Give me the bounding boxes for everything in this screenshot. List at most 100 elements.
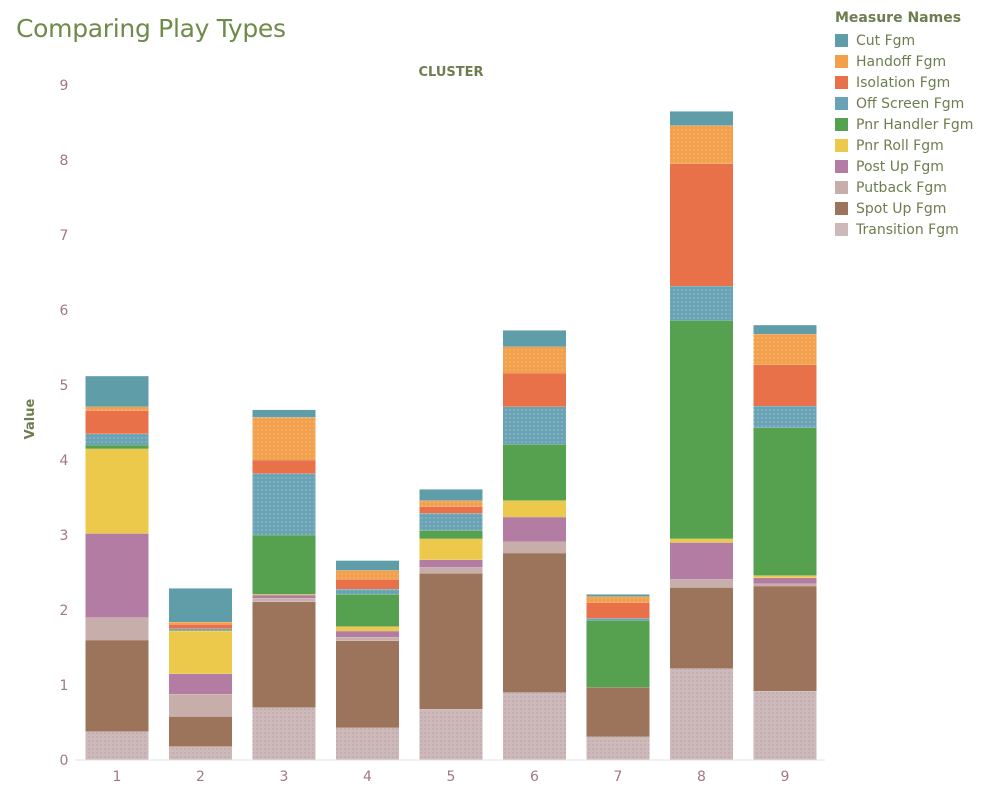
bar-texture-transition-fgm-cluster-9 — [753, 691, 817, 760]
bar-texture-handoff-fgm-cluster-2 — [169, 622, 232, 625]
x-tick-label: 3 — [280, 769, 289, 785]
bar-segment-putback-fgm-cluster-6[interactable] — [503, 541, 566, 553]
x-tick-label: 7 — [614, 769, 623, 785]
bar-segment-cut-fgm-cluster-8[interactable] — [670, 111, 733, 126]
y-tick-label: 0 — [60, 753, 69, 769]
bar-segment-isolation-fgm-cluster-1[interactable] — [85, 410, 149, 434]
bar-segment-isolation-fgm-cluster-4[interactable] — [336, 579, 399, 589]
bar-segment-pnr-roll-fgm-cluster-2[interactable] — [169, 631, 232, 674]
bar-texture-off-screen-fgm-cluster-2 — [169, 628, 232, 631]
y-axis-label: Value — [23, 398, 38, 439]
bar-segment-spot-up-fgm-cluster-5[interactable] — [419, 573, 483, 709]
bar-segment-cut-fgm-cluster-1[interactable] — [85, 376, 149, 407]
legend-item-post-up-fgm[interactable]: Post Up Fgm — [835, 156, 973, 177]
bar-segment-pnr-handler-fgm-cluster-5[interactable] — [419, 530, 483, 539]
bar-segment-spot-up-fgm-cluster-2[interactable] — [169, 716, 232, 747]
bar-segment-pnr-roll-fgm-cluster-9[interactable] — [753, 575, 817, 578]
bar-segment-cut-fgm-cluster-9[interactable] — [753, 325, 817, 334]
bar-segment-post-up-fgm-cluster-9[interactable] — [753, 577, 817, 584]
legend-swatch — [835, 223, 848, 236]
bar-segment-post-up-fgm-cluster-2[interactable] — [169, 673, 232, 694]
bar-segment-pnr-roll-fgm-cluster-8[interactable] — [670, 538, 733, 543]
legend-swatch — [835, 118, 848, 131]
bar-segment-putback-fgm-cluster-8[interactable] — [670, 579, 733, 588]
bar-texture-off-screen-fgm-cluster-9 — [753, 406, 817, 428]
bar-segment-putback-fgm-cluster-4[interactable] — [336, 637, 399, 641]
legend-swatch — [835, 202, 848, 215]
bar-segment-isolation-fgm-cluster-7[interactable] — [586, 602, 650, 619]
bar-segment-spot-up-fgm-cluster-6[interactable] — [503, 553, 566, 693]
bar-segment-pnr-handler-fgm-cluster-4[interactable] — [336, 594, 399, 627]
bar-texture-off-screen-fgm-cluster-7 — [586, 618, 650, 621]
bar-segment-putback-fgm-cluster-1[interactable] — [85, 617, 149, 641]
bar-segment-pnr-roll-fgm-cluster-3[interactable] — [252, 594, 316, 595]
legend-item-pnr-handler-fgm[interactable]: Pnr Handler Fgm — [835, 114, 973, 135]
bar-segment-spot-up-fgm-cluster-4[interactable] — [336, 640, 399, 728]
bar-segment-putback-fgm-cluster-3[interactable] — [252, 598, 316, 602]
bar-segment-isolation-fgm-cluster-5[interactable] — [419, 506, 483, 514]
bar-segment-cut-fgm-cluster-7[interactable] — [586, 594, 650, 597]
bar-segment-pnr-handler-fgm-cluster-9[interactable] — [753, 427, 817, 576]
bar-segment-isolation-fgm-cluster-2[interactable] — [169, 624, 232, 629]
bar-texture-transition-fgm-cluster-3 — [252, 707, 316, 760]
bar-segment-pnr-handler-fgm-cluster-2[interactable] — [169, 630, 232, 631]
bar-texture-off-screen-fgm-cluster-6 — [503, 406, 566, 445]
bar-segment-putback-fgm-cluster-9[interactable] — [753, 583, 817, 586]
bar-segment-pnr-roll-fgm-cluster-1[interactable] — [85, 448, 149, 534]
bar-segment-pnr-handler-fgm-cluster-3[interactable] — [252, 535, 316, 595]
bar-segment-post-up-fgm-cluster-6[interactable] — [503, 517, 566, 542]
bar-segment-spot-up-fgm-cluster-1[interactable] — [85, 640, 149, 732]
legend-item-cut-fgm[interactable]: Cut Fgm — [835, 30, 973, 51]
bar-segment-pnr-roll-fgm-cluster-4[interactable] — [336, 626, 399, 632]
bar-segment-spot-up-fgm-cluster-7[interactable] — [586, 687, 650, 737]
y-tick-label: 2 — [60, 603, 69, 619]
bar-segment-post-up-fgm-cluster-3[interactable] — [252, 595, 316, 598]
legend-item-transition-fgm[interactable]: Transition Fgm — [835, 219, 973, 240]
legend-title: Measure Names — [835, 10, 962, 26]
legend-label: Cut Fgm — [856, 32, 916, 49]
bar-segment-post-up-fgm-cluster-1[interactable] — [85, 533, 149, 618]
x-axis-ticks: 1 2 3 4 5 6 7 8 9 — [113, 769, 790, 785]
bar-segment-spot-up-fgm-cluster-8[interactable] — [670, 587, 733, 669]
legend-item-spot-up-fgm[interactable]: Spot Up Fgm — [835, 198, 973, 219]
bar-segment-pnr-roll-fgm-cluster-6[interactable] — [503, 500, 566, 518]
bar-segment-pnr-handler-fgm-cluster-8[interactable] — [670, 320, 733, 539]
legend-swatch — [835, 181, 848, 194]
bar-segment-pnr-handler-fgm-cluster-7[interactable] — [586, 620, 650, 688]
bar-segment-cut-fgm-cluster-4[interactable] — [336, 560, 399, 571]
legend-item-isolation-fgm[interactable]: Isolation Fgm — [835, 72, 973, 93]
bar-segment-post-up-fgm-cluster-8[interactable] — [670, 542, 733, 580]
bar-segment-cut-fgm-cluster-2[interactable] — [169, 588, 232, 622]
bar-segment-isolation-fgm-cluster-8[interactable] — [670, 163, 733, 286]
bar-segment-isolation-fgm-cluster-9[interactable] — [753, 364, 817, 406]
column-header: CLUSTER — [418, 65, 483, 80]
bar-segment-pnr-handler-fgm-cluster-6[interactable] — [503, 444, 566, 501]
y-tick-label: 3 — [60, 528, 69, 544]
bar-segment-spot-up-fgm-cluster-3[interactable] — [252, 601, 316, 708]
legend-label: Putback Fgm — [856, 179, 947, 196]
legend-item-off-screen-fgm[interactable]: Off Screen Fgm — [835, 93, 973, 114]
bar-segment-cut-fgm-cluster-3[interactable] — [252, 409, 316, 418]
bar-segment-putback-fgm-cluster-2[interactable] — [169, 694, 232, 717]
bar-segment-cut-fgm-cluster-5[interactable] — [419, 489, 483, 501]
bar-texture-transition-fgm-cluster-4 — [336, 727, 399, 760]
y-tick-label: 4 — [60, 453, 69, 469]
bar-segment-post-up-fgm-cluster-4[interactable] — [336, 631, 399, 637]
legend-item-pnr-roll-fgm[interactable]: Pnr Roll Fgm — [835, 135, 973, 156]
legend-item-handoff-fgm[interactable]: Handoff Fgm — [835, 51, 973, 72]
bar-segment-spot-up-fgm-cluster-9[interactable] — [753, 586, 817, 691]
bar-segment-isolation-fgm-cluster-6[interactable] — [503, 373, 566, 407]
legend-item-putback-fgm[interactable]: Putback Fgm — [835, 177, 973, 198]
bar-segment-cut-fgm-cluster-6[interactable] — [503, 330, 566, 347]
bar-segment-post-up-fgm-cluster-5[interactable] — [419, 559, 483, 568]
bar-texture-transition-fgm-cluster-7 — [586, 736, 650, 760]
bars — [85, 110, 817, 760]
legend-label: Pnr Roll Fgm — [856, 137, 944, 154]
bar-segment-pnr-handler-fgm-cluster-1[interactable] — [85, 445, 149, 449]
bar-texture-off-screen-fgm-cluster-1 — [85, 433, 149, 445]
legend-label: Isolation Fgm — [856, 74, 951, 91]
y-tick-label: 9 — [60, 78, 69, 94]
bar-segment-isolation-fgm-cluster-3[interactable] — [252, 460, 316, 474]
bar-segment-pnr-roll-fgm-cluster-5[interactable] — [419, 538, 483, 560]
bar-segment-putback-fgm-cluster-5[interactable] — [419, 567, 483, 574]
